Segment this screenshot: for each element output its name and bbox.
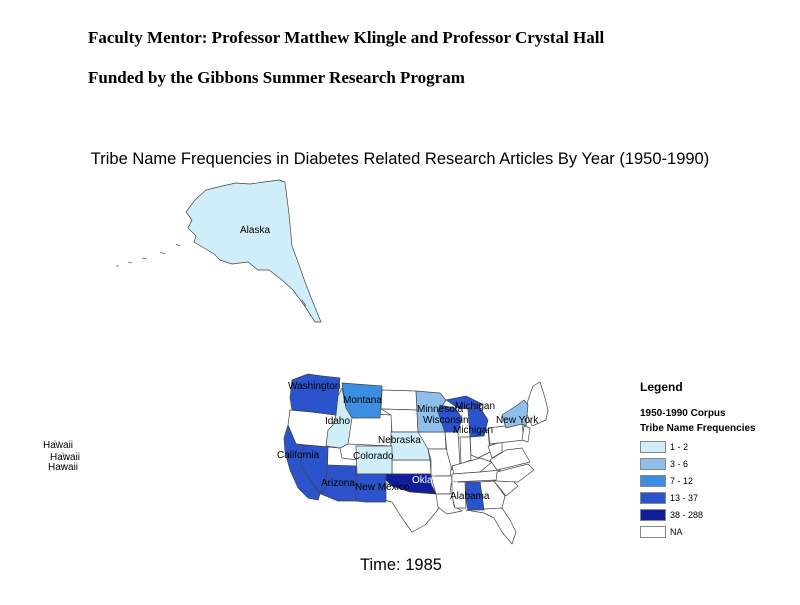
state-mississippi bbox=[451, 481, 467, 509]
legend-swatch bbox=[640, 457, 666, 470]
label-alabama: Alabama bbox=[450, 491, 490, 502]
state-new-england bbox=[525, 381, 549, 427]
state-michigan-lower bbox=[467, 407, 489, 438]
label-washington: Washington bbox=[288, 381, 341, 392]
legend-subtitle: Tribe Name Frequencies bbox=[640, 423, 756, 434]
label-hawaii-3: Hawaii bbox=[48, 462, 79, 473]
state-arizona bbox=[320, 464, 357, 502]
time-label: Time: 1985 bbox=[360, 556, 442, 574]
label-nebraska: Nebraska bbox=[378, 435, 421, 446]
label-michigan-lower: Michigan bbox=[453, 425, 494, 436]
label-minnesota: Minnesota bbox=[417, 404, 464, 415]
state-indiana bbox=[459, 436, 472, 465]
state-new-mexico bbox=[355, 473, 387, 503]
state-north-carolina bbox=[495, 463, 535, 483]
map-legend: Legend 1950-1990 Corpus Tribe Name Frequ… bbox=[640, 380, 790, 540]
legend-label: NA bbox=[670, 526, 683, 537]
state-wisconsin bbox=[437, 404, 463, 433]
legend-swatch bbox=[640, 474, 666, 487]
legend-row: 3 - 6 bbox=[640, 455, 790, 472]
label-alaska: Alaska bbox=[240, 225, 271, 236]
legend-label: 1 - 2 bbox=[670, 441, 689, 452]
legend-swatch bbox=[640, 525, 666, 538]
state-kentucky bbox=[451, 457, 493, 475]
state-north-dakota bbox=[380, 389, 418, 411]
state-alabama bbox=[465, 481, 485, 511]
legend-corpus: 1950-1990 Corpus bbox=[640, 408, 726, 419]
state-kansas bbox=[391, 459, 432, 475]
legend-row: NA bbox=[640, 523, 790, 540]
legend-row: 1 - 2 bbox=[640, 438, 790, 455]
funding-line: Funded by the Gibbons Summer Research Pr… bbox=[88, 68, 465, 87]
state-alaska bbox=[185, 179, 322, 323]
state-michigan-upper bbox=[445, 395, 483, 411]
label-arizona: Arizona bbox=[321, 478, 355, 489]
legend-swatch bbox=[640, 508, 666, 521]
label-new-mexico: New Mexico bbox=[355, 482, 410, 493]
state-oklahoma bbox=[385, 473, 437, 495]
label-california: California bbox=[277, 450, 320, 461]
legend-label: 13 - 37 bbox=[670, 492, 699, 503]
label-new-york: New York bbox=[496, 415, 539, 426]
legend-row: 7 - 12 bbox=[640, 472, 790, 489]
legend-label: 7 - 12 bbox=[670, 475, 694, 486]
state-virginia bbox=[489, 447, 531, 471]
label-michigan-upper: Michigan bbox=[455, 401, 496, 412]
label-wisconsin: Wisconsin bbox=[423, 415, 469, 426]
label-idaho: Idaho bbox=[325, 416, 351, 427]
faculty-mentor-line: Faculty Mentor: Professor Matthew Klingl… bbox=[88, 28, 605, 47]
state-california bbox=[283, 424, 321, 501]
label-montana: Montana bbox=[343, 395, 382, 406]
label-hawaii-1: Hawaii bbox=[43, 440, 74, 451]
legend-label: 3 - 6 bbox=[670, 458, 689, 469]
state-new-jersey bbox=[521, 425, 531, 443]
legend-swatch bbox=[640, 440, 666, 453]
state-new-york bbox=[501, 399, 529, 429]
legend-title: Legend bbox=[640, 380, 683, 394]
state-montana bbox=[341, 382, 383, 419]
label-colorado: Colorado bbox=[353, 451, 394, 462]
label-oklahoma: Oklahoma bbox=[412, 475, 458, 486]
legend-swatch bbox=[640, 491, 666, 504]
legend-row: 13 - 37 bbox=[640, 489, 790, 506]
legend-label: 38 - 288 bbox=[670, 509, 704, 520]
map-title: Tribe Name Frequencies in Diabetes Relat… bbox=[90, 150, 710, 168]
legend-row: 38 - 288 bbox=[640, 506, 790, 523]
label-hawaii-2: Hawaii bbox=[50, 452, 81, 463]
state-florida bbox=[465, 507, 517, 545]
